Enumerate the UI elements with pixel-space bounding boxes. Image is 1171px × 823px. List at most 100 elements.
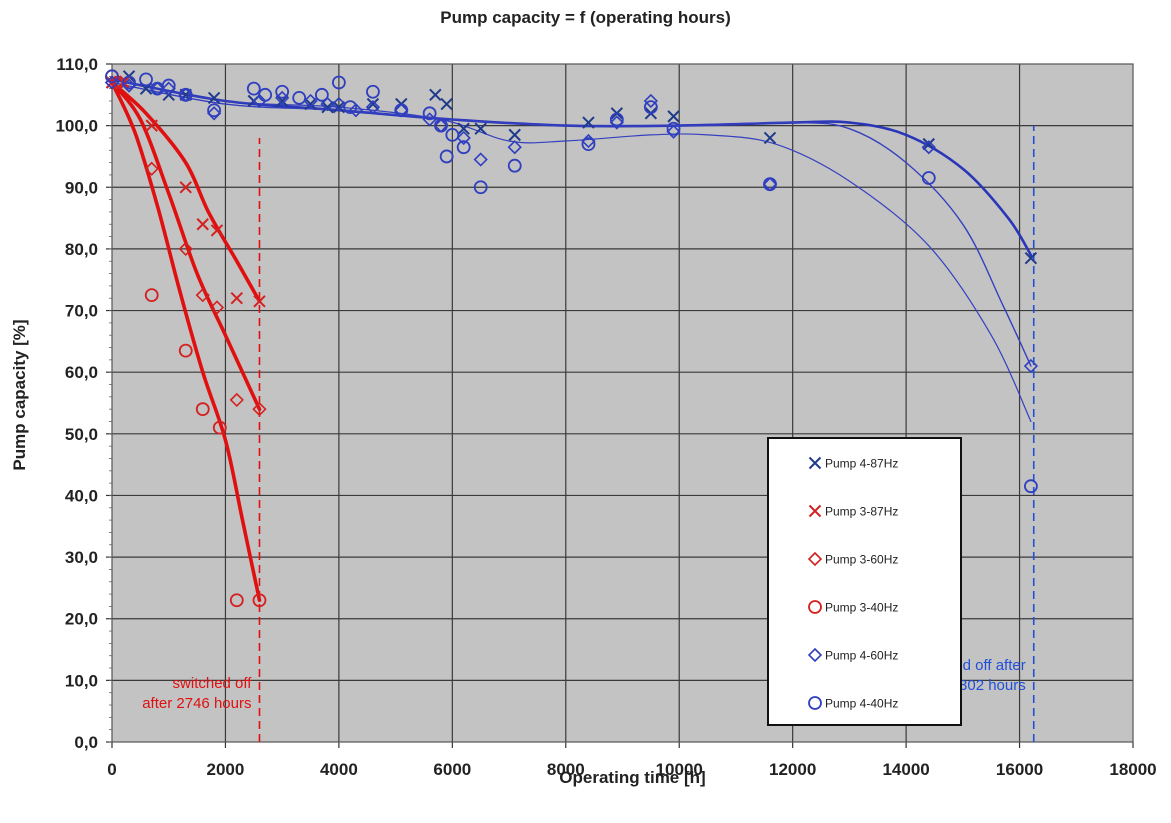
legend-marker	[808, 696, 822, 710]
data-point	[474, 122, 487, 135]
data-point	[105, 69, 119, 84]
data-point	[161, 81, 176, 96]
y-tick-label: 90,0	[65, 178, 98, 197]
y-tick-label: 50,0	[65, 425, 98, 444]
data-point	[161, 78, 176, 93]
chart-title: Pump capacity = f (operating hours)	[440, 8, 731, 27]
x-tick-label: 14000	[882, 760, 929, 779]
data-point	[643, 93, 658, 109]
data-point	[667, 110, 680, 123]
data-point	[922, 137, 936, 151]
data-point	[252, 93, 267, 109]
trend-line	[111, 81, 1032, 367]
plot-background	[112, 64, 1133, 742]
data-point	[1024, 251, 1038, 265]
trend-line	[110, 80, 262, 602]
data-point	[209, 300, 225, 315]
data-point	[473, 152, 488, 167]
legend-label: Pump 3-87Hz	[825, 505, 898, 519]
legend-marker	[808, 504, 822, 518]
legend-label: Pump 3-60Hz	[825, 553, 898, 567]
x-tick-label: 12000	[769, 760, 816, 779]
x-tick-label: 10000	[656, 760, 703, 779]
data-point	[303, 93, 318, 109]
data-point	[445, 127, 460, 142]
x-tick-label: 0	[107, 760, 116, 779]
data-point	[456, 140, 471, 155]
data-point	[206, 106, 222, 121]
data-point	[252, 402, 267, 417]
data-point	[763, 177, 777, 192]
data-point	[230, 292, 243, 305]
data-point	[508, 128, 521, 142]
y-tick-label: 110,0	[56, 55, 98, 74]
data-point	[229, 392, 244, 408]
y-tick-label: 10,0	[65, 671, 98, 690]
legend-marker	[808, 456, 822, 470]
data-point	[139, 72, 153, 87]
x-tick-label: 6000	[433, 760, 471, 779]
annotation-text: after 2746 hours	[142, 695, 251, 712]
data-point	[609, 115, 624, 130]
legend-label: Pump 3-40Hz	[825, 601, 898, 615]
legend-marker	[807, 647, 823, 663]
data-point	[921, 171, 936, 185]
y-tick-label: 20,0	[65, 610, 98, 629]
data-point	[144, 161, 159, 176]
data-point	[1024, 479, 1038, 494]
data-point	[304, 97, 317, 111]
data-point	[212, 420, 227, 435]
data-point	[609, 112, 624, 127]
data-point	[331, 96, 347, 112]
data-point	[252, 593, 267, 608]
data-point	[121, 78, 137, 93]
data-point	[439, 149, 454, 164]
data-point	[1023, 358, 1039, 374]
data-point	[246, 81, 261, 96]
data-point	[429, 88, 442, 102]
data-point	[763, 131, 777, 145]
data-point	[332, 100, 346, 114]
data-point	[253, 295, 266, 308]
data-point	[348, 103, 364, 118]
data-point	[145, 119, 158, 132]
x-axis-label: Operating time [h]	[559, 768, 706, 787]
annotation-text: switched off	[173, 675, 253, 692]
y-tick-label: 40,0	[65, 486, 98, 505]
data-point	[666, 124, 681, 139]
data-point	[457, 122, 470, 135]
legend-box	[767, 437, 962, 726]
y-tick-label: 60,0	[65, 363, 98, 382]
data-point	[179, 181, 192, 194]
data-point	[440, 97, 453, 111]
data-point	[581, 137, 596, 152]
x-tick-label: 8000	[547, 760, 585, 779]
data-point	[207, 91, 221, 105]
y-tick-label: 0,0	[74, 733, 98, 752]
data-point	[195, 288, 210, 303]
x-tick-label: 18000	[1109, 760, 1156, 779]
data-point	[366, 97, 380, 111]
plot-frame	[111, 63, 1134, 743]
data-point	[122, 75, 136, 90]
data-point	[331, 75, 346, 90]
x-tick-label: 4000	[320, 760, 358, 779]
data-point	[366, 84, 380, 99]
data-point	[144, 288, 159, 303]
data-point	[507, 140, 522, 155]
data-point	[210, 224, 224, 237]
data-point	[207, 103, 222, 118]
data-point	[643, 100, 658, 115]
data-point	[196, 218, 209, 231]
data-point	[178, 343, 193, 358]
data-point	[195, 402, 210, 417]
legend-marker	[808, 600, 822, 614]
data-point	[314, 87, 329, 102]
data-point	[292, 91, 307, 105]
data-point	[473, 180, 488, 195]
legend-label: Pump 4-87Hz	[825, 457, 898, 471]
y-tick-label: 100,0	[55, 117, 98, 136]
data-point	[320, 96, 335, 112]
